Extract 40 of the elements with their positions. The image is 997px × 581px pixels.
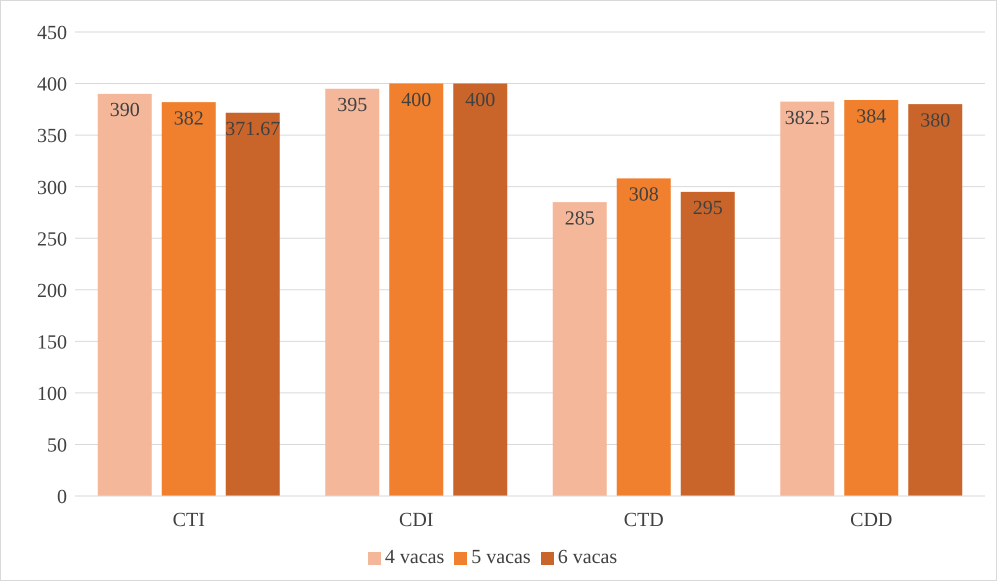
bar [780, 102, 834, 496]
bar [616, 178, 671, 496]
y-tick-label: 200 [37, 280, 67, 302]
legend-label: 5 vacas [471, 546, 531, 568]
y-tick-label: 300 [37, 176, 67, 199]
data-label: 308 [628, 184, 659, 206]
bar [844, 100, 898, 496]
y-tick-label: 350 [37, 125, 67, 148]
data-label: 382 [174, 107, 204, 130]
bar [680, 192, 735, 496]
data-label: 400 [401, 88, 432, 111]
legend-label: 4 vacas [384, 546, 444, 568]
data-label: 382.5 [784, 106, 830, 129]
data-label: 285 [564, 207, 595, 230]
bar [325, 88, 380, 496]
bar [226, 112, 280, 496]
bar [389, 84, 444, 496]
data-label: 400 [465, 88, 496, 111]
bar [453, 84, 508, 496]
x-tick-label: CTI [172, 509, 205, 532]
y-tick-label: 150 [37, 331, 67, 354]
data-label: 380 [920, 109, 950, 132]
y-tick-label: 450 [37, 22, 67, 44]
legend-label: 6 vacas [558, 546, 618, 568]
x-tick-label: CTD [624, 509, 664, 532]
y-tick-label: 100 [37, 382, 67, 405]
data-label: 295 [692, 197, 723, 220]
data-label: 390 [110, 99, 140, 122]
y-tick-label: 250 [37, 228, 67, 250]
y-tick-label: 50 [47, 434, 67, 457]
y-tick-label: 0 [57, 486, 67, 508]
x-tick-label: CDI [399, 509, 434, 532]
bar [162, 102, 216, 496]
bar [552, 202, 607, 496]
y-tick-label: 400 [37, 74, 67, 96]
data-label: 384 [856, 105, 886, 128]
x-tick-label: CDD [850, 509, 892, 532]
bar [98, 94, 152, 496]
data-label: 395 [337, 94, 368, 116]
bar [908, 104, 962, 496]
